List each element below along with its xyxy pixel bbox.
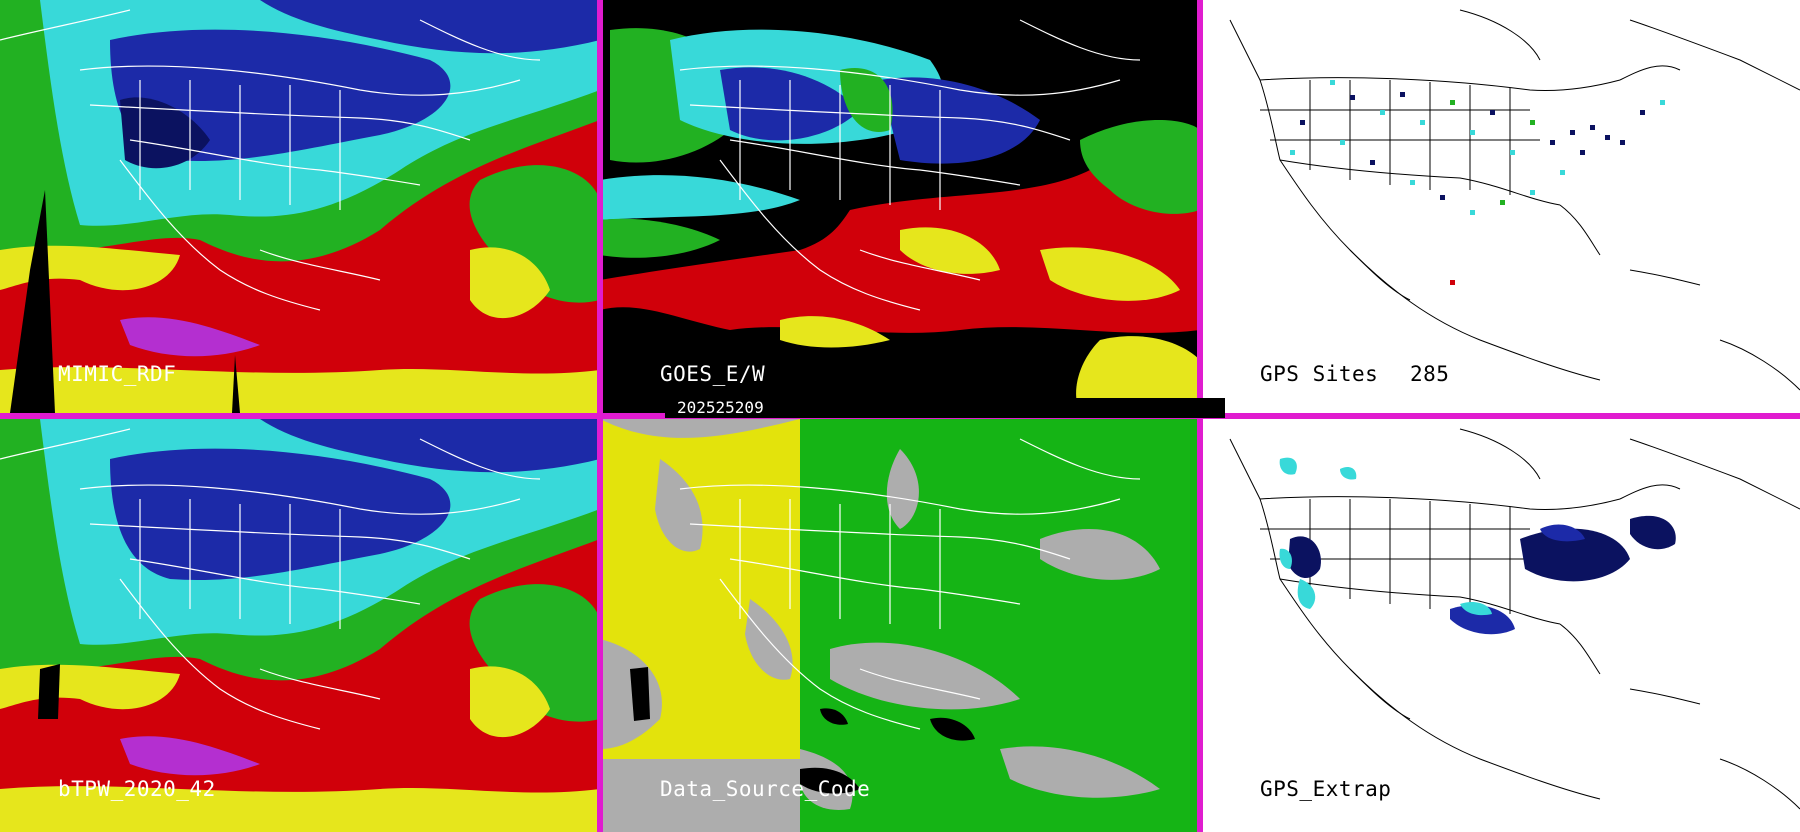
panel-label-goes-ew: GOES_E/W [660, 362, 766, 386]
goes-tpw-map [600, 0, 1200, 413]
gps-sites-map [1200, 0, 1800, 413]
panel-data-source-code: Data_Source_Code [600, 419, 1200, 832]
gps-extrap-map [1200, 419, 1800, 832]
tpw-field-map [0, 0, 600, 413]
gps-sites-count: 285 [1410, 362, 1450, 386]
timestamp-bar: 202525209 [665, 398, 1225, 418]
panel-gps-extrap: GPS_Extrap [1200, 419, 1800, 832]
panel-label-gps-sites: GPS Sites [1260, 362, 1379, 386]
panel-label-data-source-code: Data_Source_Code [660, 777, 871, 801]
gps-extrap-field [1279, 457, 1676, 635]
panel-gps-sites: GPS Sites 285 [1200, 0, 1800, 413]
panel-mimic-rdf: MIMIC_RDF [0, 0, 600, 413]
data-source-map [600, 419, 1200, 832]
panel-btpw: bTPW_2020_42 [0, 419, 600, 832]
panel-label-btpw: bTPW_2020_42 [58, 777, 216, 801]
panel-label-gps-extrap: GPS_Extrap [1260, 777, 1392, 801]
panel-label-mimic-rdf: MIMIC_RDF [58, 362, 177, 386]
gps-site-markers [1290, 80, 1665, 285]
panel-goes-ew: GOES_E/W [600, 0, 1200, 413]
btpw-field-map [0, 419, 600, 832]
